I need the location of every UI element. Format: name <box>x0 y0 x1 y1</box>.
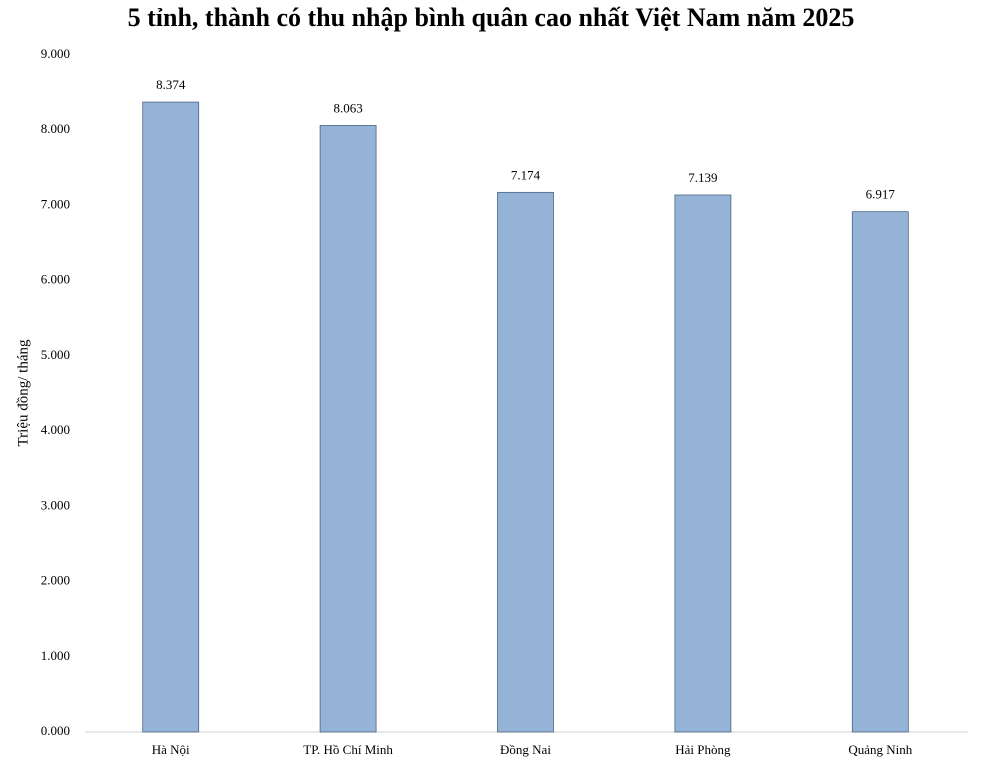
data-label: 7.139 <box>688 170 717 185</box>
chart-title: 5 tỉnh, thành có thu nhập bình quân cao … <box>128 3 855 32</box>
y-tick-label: 1.000 <box>41 648 70 663</box>
bar <box>319 125 377 733</box>
bar <box>497 191 554 733</box>
y-tick-label: 6.000 <box>41 272 70 287</box>
y-tick-label: 8.000 <box>41 121 70 136</box>
x-tick-label: TP. Hồ Chí Minh <box>303 742 393 757</box>
y-tick-label: 4.000 <box>41 422 70 437</box>
data-label: 8.063 <box>333 100 362 115</box>
data-label: 7.174 <box>511 167 541 182</box>
bar <box>851 211 909 733</box>
bar <box>142 101 200 733</box>
x-tick-label: Đồng Nai <box>500 742 551 757</box>
y-tick-label: 0.000 <box>41 723 70 738</box>
y-tick-label: 3.000 <box>41 497 70 512</box>
data-label: 8.374 <box>156 77 186 92</box>
y-tick-label: 2.000 <box>41 573 70 588</box>
x-tick-label: Hà Nội <box>152 742 190 757</box>
bar <box>674 194 732 733</box>
x-tick-label: Hải Phòng <box>675 742 731 757</box>
y-axis-label: Triệu đồng/ tháng <box>15 339 31 446</box>
y-tick-label: 5.000 <box>41 347 70 362</box>
data-label: 6.917 <box>866 187 896 202</box>
y-tick-label: 7.000 <box>41 196 70 211</box>
y-tick-label: 9.000 <box>41 46 70 61</box>
x-tick-label: Quảng Ninh <box>848 742 912 757</box>
